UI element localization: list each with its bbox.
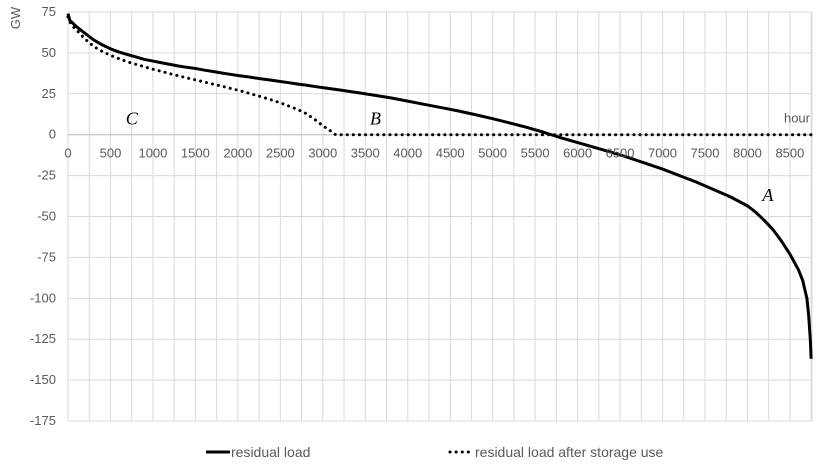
y-tick-label: 50 xyxy=(42,45,56,60)
y-tick-label: -50 xyxy=(37,209,56,224)
y-tick-label: 75 xyxy=(42,4,56,19)
x-tick-label: 7000 xyxy=(648,146,677,161)
x-tick-label: 5500 xyxy=(521,146,550,161)
legend: residual load residual load after storage… xyxy=(206,444,664,460)
x-tick-label: 8000 xyxy=(733,146,762,161)
annotation-label: A xyxy=(761,185,774,205)
x-tick-label: 1500 xyxy=(181,146,210,161)
y-tick-label: -125 xyxy=(30,331,56,346)
y-tick-label: -175 xyxy=(30,413,56,428)
region-annotations: C B A xyxy=(126,108,775,205)
x-tick-label: 2000 xyxy=(223,146,252,161)
x-tick-label: 500 xyxy=(100,146,122,161)
y-axis-unit-label: GW xyxy=(8,6,23,29)
x-tick-label: 4000 xyxy=(393,146,422,161)
y-tick-label: -150 xyxy=(30,372,56,387)
series-lines xyxy=(66,13,813,359)
y-tick-label: 0 xyxy=(49,127,56,142)
x-tick-label: 3500 xyxy=(351,146,380,161)
x-tick-label: 6500 xyxy=(606,146,635,161)
annotation-label: C xyxy=(126,108,139,128)
y-tick-label: -75 xyxy=(37,249,56,264)
x-tick-label: 5000 xyxy=(478,146,507,161)
x-tick-label: 0 xyxy=(64,146,71,161)
legend-label: residual load after storage use xyxy=(475,444,664,460)
x-tick-label: 4500 xyxy=(436,146,465,161)
x-axis-unit-label: hour xyxy=(784,111,811,126)
x-axis-tick-labels: 0 500 1000 1500 2000 2500 3000 3500 4000 4500 5000… xyxy=(64,146,804,161)
x-tick-label: 3000 xyxy=(308,146,337,161)
y-tick-label: 25 xyxy=(42,86,56,101)
x-tick-label: 6000 xyxy=(563,146,592,161)
x-tick-label: 7500 xyxy=(691,146,720,161)
x-tick-label: 8500 xyxy=(775,146,804,161)
y-tick-label: -25 xyxy=(37,168,56,183)
grid xyxy=(67,11,813,422)
legend-label: residual load xyxy=(231,444,310,460)
y-tick-label: -100 xyxy=(30,290,56,305)
annotation-label: B xyxy=(370,108,381,128)
series-line-residual-load xyxy=(66,13,813,359)
x-tick-label: 1000 xyxy=(138,146,167,161)
series-line-residual-load-after-storage-use xyxy=(66,15,813,137)
y-axis-tick-labels: 75 50 25 0 -25 -50 -75 -100 -125 -150 -175 xyxy=(30,4,56,428)
x-tick-label: 2500 xyxy=(266,146,295,161)
